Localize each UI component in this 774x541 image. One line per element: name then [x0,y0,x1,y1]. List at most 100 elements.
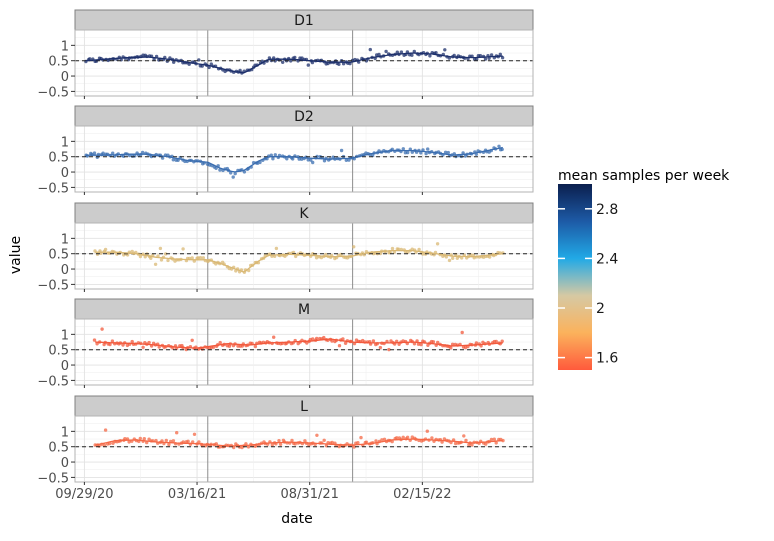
data-point [378,345,383,350]
x-tick-label: 09/29/20 [55,487,113,502]
data-point [92,338,97,342]
panel-k: K 10.50−0.5 [37,202,534,293]
data-point [272,335,276,339]
data-point [356,441,360,445]
data-point [352,245,356,249]
data-point [500,56,505,60]
y-tick-label: 0.5 [48,248,69,263]
data-point [449,346,453,350]
series-line [85,52,503,74]
data-point [401,435,405,439]
data-point [198,256,203,260]
data-point [390,246,395,251]
data-point [483,57,488,61]
data-point [273,153,277,157]
data-point [181,247,185,251]
data-point [175,431,179,435]
data-point [385,339,389,344]
x-axis: 09/29/20 03/16/21 08/31/21 02/15/22 [55,487,451,502]
data-point [158,246,163,251]
data-point [289,59,293,63]
data-point [149,256,153,260]
y-tick-label: 1 [61,232,69,247]
data-point [412,49,416,54]
data-point [412,342,417,346]
data-point [293,442,297,446]
data-point [192,432,197,436]
data-point [196,256,200,260]
data-point [425,429,429,433]
data-point [285,157,289,161]
data-point [164,438,168,443]
data-point [431,340,436,344]
y-axis-title: value [8,236,24,274]
data-point [130,339,134,344]
data-point [314,256,319,260]
data-point [214,166,218,170]
data-point [238,68,242,73]
data-point [426,147,430,151]
x-tick-label: 03/16/21 [168,487,226,502]
facet-label: M [298,302,310,318]
data-point [191,440,195,444]
data-point [246,445,251,449]
data-point [343,341,348,345]
data-point [110,339,115,343]
data-point [492,437,496,441]
y-tick-label: 0.5 [48,344,69,359]
data-point [140,150,145,155]
data-point [450,342,455,346]
data-point [138,436,142,441]
data-point [494,339,498,344]
data-point [460,330,464,335]
data-point [253,344,258,349]
data-point [269,153,273,157]
data-point [306,63,310,67]
data-point [436,340,440,345]
data-point [311,252,315,256]
data-point [273,59,277,63]
data-point [311,337,315,341]
data-point [138,254,143,259]
data-point [417,247,421,252]
y-tick-label: 0 [61,263,69,278]
panel-background [75,416,533,482]
data-point [322,438,326,442]
data-point [416,342,421,346]
data-point [160,156,165,160]
data-point [95,342,99,346]
data-point [171,439,176,443]
panel-border [74,318,534,386]
x-tick-label: 08/31/21 [281,487,339,502]
panel-m: M 10.50−0.5 [37,298,534,389]
data-point [186,439,190,443]
data-point [501,438,505,443]
y-tick-label: 0.5 [48,151,69,166]
data-point [100,327,104,331]
data-point [382,437,387,441]
data-point [297,157,301,161]
data-point [153,262,158,266]
data-point [410,53,414,57]
data-point [165,59,169,63]
data-point [462,434,466,438]
data-point [176,158,180,162]
facet-label: D1 [294,13,314,29]
data-point [352,445,356,449]
data-point [293,55,297,60]
data-point [419,342,423,347]
y-tick-label: −0.5 [37,181,69,196]
data-point [111,151,115,155]
data-point [274,246,279,251]
data-point [142,437,146,441]
y-tick-label: −0.5 [37,471,69,486]
panel-l: L 10.50−0.5 [37,395,534,486]
data-point [443,150,448,154]
data-point [387,347,391,352]
data-point [444,255,448,259]
series-line [85,146,503,173]
y-tick-label: 0 [61,166,69,181]
data-point [337,62,341,66]
panel-border [74,125,534,193]
facet-panels: D110.50−0.5D210.50−0.5K10.50−0.5M10.50−0… [37,9,534,486]
